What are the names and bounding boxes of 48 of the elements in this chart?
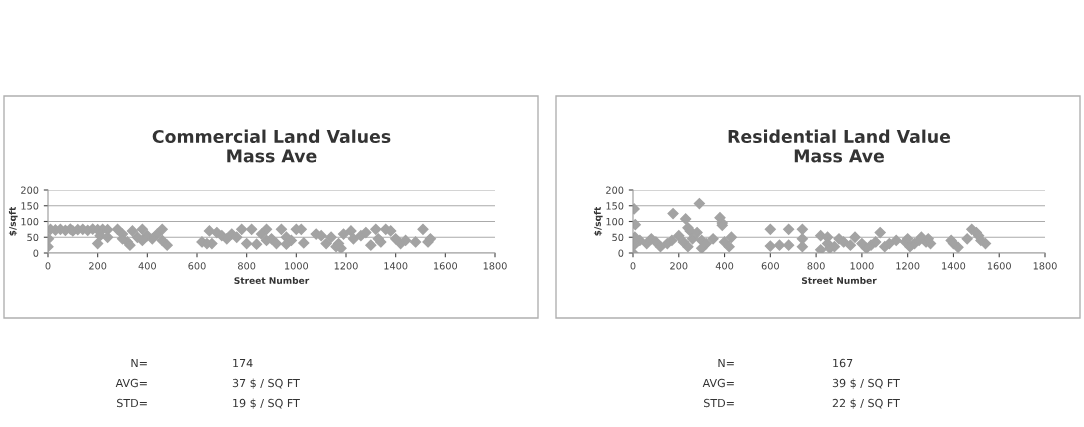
x-tick-label: 200: [89, 262, 107, 270]
x-tick-label: 1800: [1033, 262, 1057, 270]
x-tick-label: 1800: [483, 262, 507, 270]
x-tick-label: 800: [238, 262, 256, 270]
text: AVG=: [115, 378, 147, 388]
x-tick-label: 1600: [434, 262, 458, 270]
text: 22 $ / SQ FT: [832, 398, 900, 409]
x-tick-label: 800: [807, 262, 825, 270]
text: 37 $ / SQ FT: [232, 378, 300, 389]
x-tick-label: 400: [715, 262, 734, 270]
y-tick-label: 50: [27, 233, 39, 242]
y-tick-label: 100: [21, 217, 39, 226]
y-tick-label: 0: [618, 249, 624, 257]
text: 167: [833, 358, 853, 368]
x-tick-label: 400: [138, 262, 156, 270]
x-tick-label: 1600: [987, 262, 1011, 270]
chart-title: Residential Land Value Mass Ave: [728, 129, 951, 163]
y-tick-label: 100: [606, 217, 624, 226]
y-tick-label: 200: [21, 186, 39, 194]
x-tick-label: 600: [761, 262, 779, 270]
text: STD=: [117, 398, 147, 408]
text: 39 $ / SQ FT: [832, 378, 900, 389]
y-tick-label: 150: [606, 202, 624, 210]
y-tick-label: 200: [606, 186, 624, 194]
text: 19 $ / SQ FT: [233, 398, 300, 409]
x-axis-title: Street Number: [234, 276, 310, 284]
y-tick-label: 150: [21, 202, 39, 210]
x-tick-label: 0: [630, 262, 636, 270]
text: STD=: [704, 398, 734, 408]
text: N=: [718, 358, 734, 368]
text: 174: [233, 358, 253, 368]
x-tick-label: 1200: [896, 262, 920, 270]
y-tick-label: 0: [33, 249, 39, 257]
x-tick-label: 1000: [850, 262, 874, 270]
chart-title: Commercial Land Values Mass Ave: [152, 129, 391, 163]
y-tick-label: 50: [612, 233, 624, 242]
text: AVG=: [702, 378, 734, 388]
x-tick-label: 1200: [334, 262, 358, 270]
text: N=: [131, 358, 147, 368]
x-tick-label: 200: [670, 262, 688, 270]
x-axis-title: Street Number: [801, 276, 877, 284]
y-axis-title: $/sqft: [8, 206, 18, 236]
x-tick-label: 0: [45, 262, 51, 270]
x-tick-label: 1000: [285, 262, 309, 270]
x-tick-label: 1400: [384, 262, 408, 270]
x-tick-label: 600: [188, 262, 206, 270]
y-axis-title: $/sqft: [593, 206, 603, 236]
x-tick-label: 1400: [942, 262, 966, 270]
